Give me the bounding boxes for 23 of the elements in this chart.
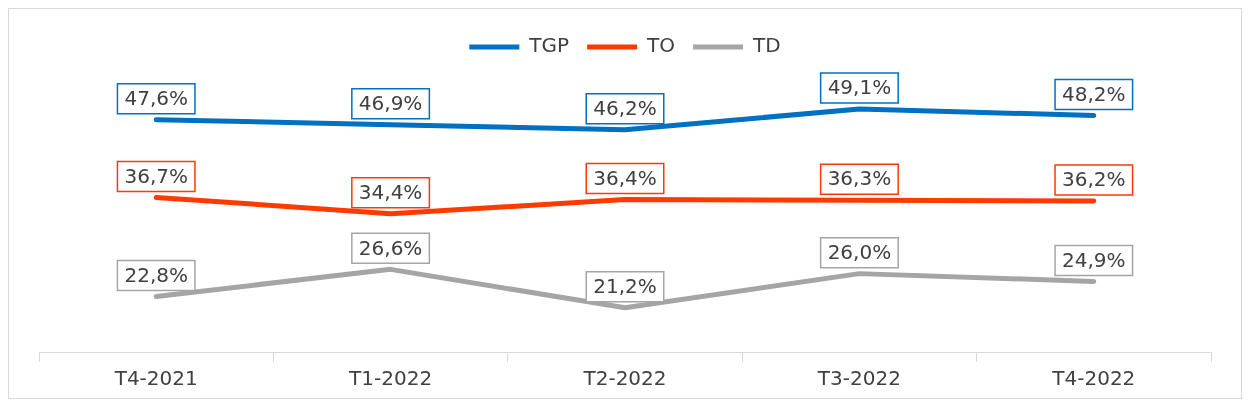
data-label: 49,1% — [827, 75, 892, 100]
data-label: 46,9% — [358, 90, 423, 115]
x-tick-label: T1-2022 — [348, 366, 433, 391]
x-tick-label: T3-2022 — [816, 366, 901, 391]
data-label: 48,2% — [1062, 81, 1126, 106]
x-tick-label: T4-2022 — [1051, 366, 1136, 391]
data-label: 47,6% — [124, 85, 188, 110]
data-label: 24,9% — [1062, 247, 1126, 272]
data-label: 36,4% — [593, 165, 657, 190]
data-label: 26,0% — [827, 239, 892, 264]
legend-label: TD — [752, 33, 781, 58]
legend-label: TO — [646, 33, 676, 58]
x-tick-label: T4-2021 — [113, 366, 198, 391]
data-label: 26,6% — [358, 235, 423, 260]
data-label: 36,7% — [124, 163, 188, 188]
data-label: 36,2% — [1062, 167, 1126, 192]
data-label: 34,4% — [358, 179, 423, 204]
data-label: 21,2% — [593, 274, 657, 299]
legend-label: TGP — [528, 33, 570, 58]
data-label: 36,3% — [827, 166, 892, 191]
x-tick-label: T2-2022 — [582, 366, 667, 391]
data-label: 22,8% — [124, 262, 188, 287]
data-label: 46,2% — [593, 95, 657, 120]
